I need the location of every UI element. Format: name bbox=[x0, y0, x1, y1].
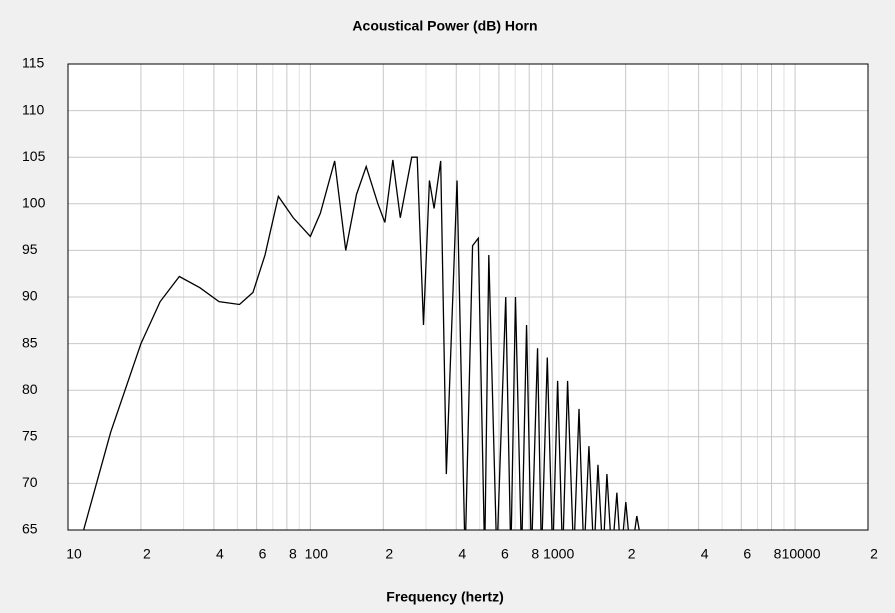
y-tick-label: 80 bbox=[22, 381, 38, 397]
y-tick-label: 75 bbox=[22, 428, 38, 444]
x-tick-label: 8 bbox=[774, 546, 782, 562]
x-tick-label: 8 bbox=[289, 546, 297, 562]
y-tick-label: 115 bbox=[22, 55, 45, 71]
x-tick-label: 2 bbox=[385, 546, 393, 562]
y-tick-label: 65 bbox=[22, 521, 38, 537]
chart-title: Acoustical Power (dB) Horn bbox=[352, 18, 537, 34]
x-tick-label: 6 bbox=[743, 546, 751, 562]
y-tick-label: 90 bbox=[22, 288, 38, 304]
x-tick-label: 6 bbox=[259, 546, 267, 562]
y-tick-label: 85 bbox=[22, 334, 38, 350]
y-tick-label: 70 bbox=[22, 474, 38, 490]
x-tick-label: 4 bbox=[216, 546, 224, 562]
x-tick-label: 4 bbox=[701, 546, 709, 562]
x-tick-label: 2 bbox=[143, 546, 151, 562]
x-tick-label: 2 bbox=[628, 546, 636, 562]
x-axis-label: Frequency (hertz) bbox=[386, 589, 503, 605]
x-tick-label: 6 bbox=[501, 546, 509, 562]
line-series bbox=[82, 156, 640, 530]
y-tick-label: 105 bbox=[22, 148, 46, 164]
y-tick-label: 110 bbox=[22, 101, 45, 117]
y-tick-label: 100 bbox=[22, 195, 46, 211]
x-tick-label: 8 bbox=[531, 546, 539, 562]
x-tick-label: 10000 bbox=[782, 546, 821, 562]
x-tick-label: 2 bbox=[870, 546, 878, 562]
x-tick-label: 4 bbox=[458, 546, 466, 562]
x-tick-label: 100 bbox=[305, 546, 329, 562]
plot-border bbox=[67, 63, 869, 531]
x-tick-label: 1000 bbox=[543, 546, 574, 562]
x-tick-label: 10 bbox=[66, 546, 82, 562]
y-tick-label: 95 bbox=[22, 241, 38, 257]
